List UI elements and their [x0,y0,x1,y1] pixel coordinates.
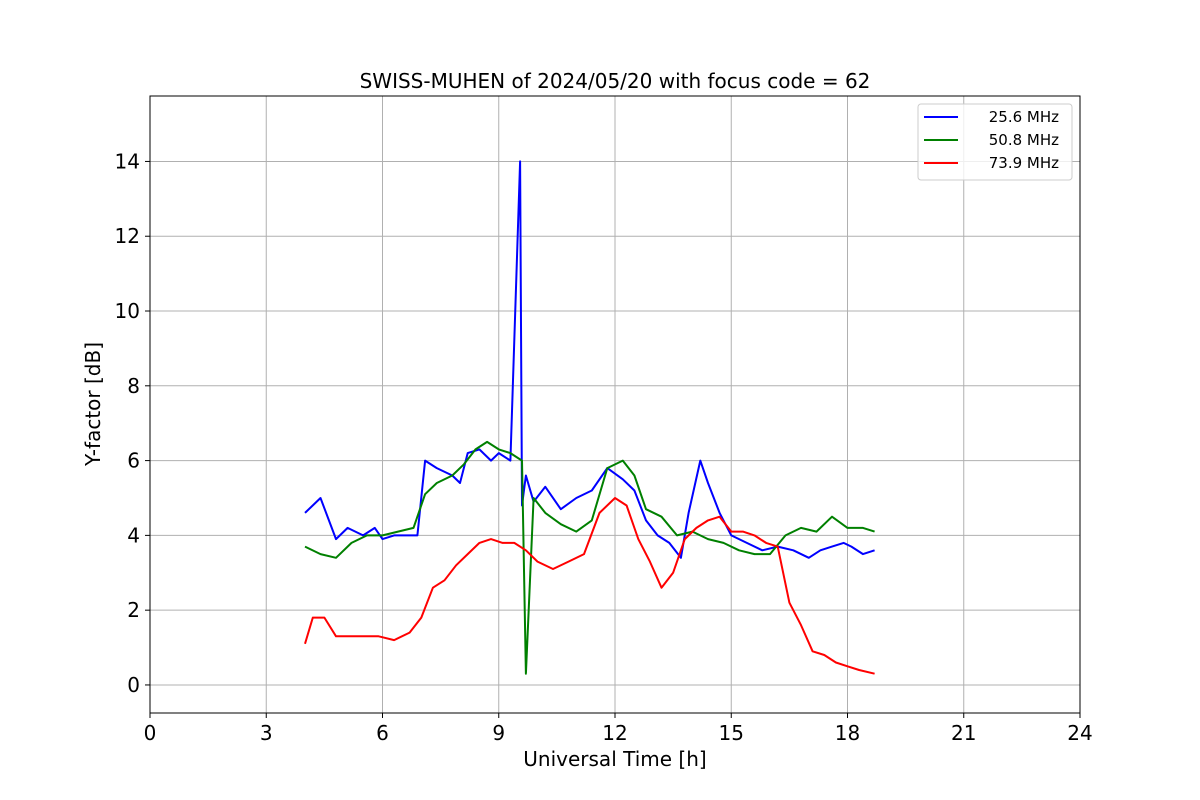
legend-frame [917,103,1073,181]
x-tick-label: 24 [1067,721,1092,745]
x-tick-label: 3 [260,721,273,745]
y-tick-label: 8 [127,374,140,398]
x-tick-label: 9 [492,721,505,745]
series-line-73-9-mhz [304,497,875,675]
series-line-25-6-mhz [304,160,875,559]
x-tick-label: 15 [719,721,744,745]
x-tick-label: 21 [951,721,976,745]
y-tick-label: 12 [115,224,140,248]
plot-series [304,160,875,675]
y-axis-label: Y-factor [dB] [81,342,105,467]
chart-title: SWISS-MUHEN of 2024/05/20 with focus cod… [360,69,871,93]
y-tick-label: 14 [115,149,140,173]
y-tick-label: 2 [127,598,140,622]
x-tick-label: 6 [376,721,389,745]
grid [149,96,1081,713]
y-tick-label: 4 [127,523,140,547]
legend-label: 50.8 MHz [989,131,1059,149]
legend-label: 25.6 MHz [989,108,1059,126]
x-tick-label: 0 [144,721,157,745]
y-tick-label: 6 [127,449,140,473]
legend: 25.6 MHz 50.8 MHz 73.9 MHz [917,103,1073,181]
x-tick-label: 18 [835,721,860,745]
x-tick-label: 12 [602,721,627,745]
x-axis-label: Universal Time [h] [523,747,706,771]
series-line-50-8-mhz [304,440,875,675]
y-tick-label: 0 [127,673,140,697]
y-tick-label: 10 [115,299,140,323]
legend-label: 73.9 MHz [989,154,1059,172]
